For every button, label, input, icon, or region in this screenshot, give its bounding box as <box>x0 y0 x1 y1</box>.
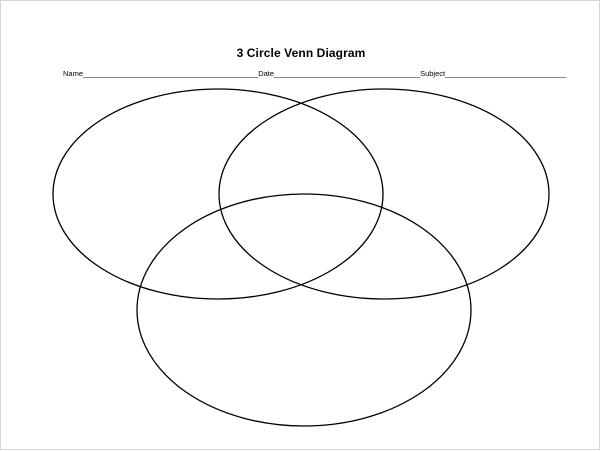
date-line[interactable]: ___________________________________ <box>274 69 421 78</box>
header-fields: Name____________________________________… <box>63 69 566 78</box>
page-title: 3 Circle Venn Diagram <box>236 46 366 60</box>
venn-circle-bottom <box>136 193 472 427</box>
subject-line[interactable]: _____________________________ <box>445 69 567 78</box>
subject-label: Subject <box>420 69 446 78</box>
venn-circle-right <box>218 88 550 300</box>
name-line[interactable]: ________________________________________… <box>83 69 259 78</box>
venn-circle-left <box>52 88 384 300</box>
date-label: Date <box>258 69 275 78</box>
name-label: Name <box>63 69 84 78</box>
